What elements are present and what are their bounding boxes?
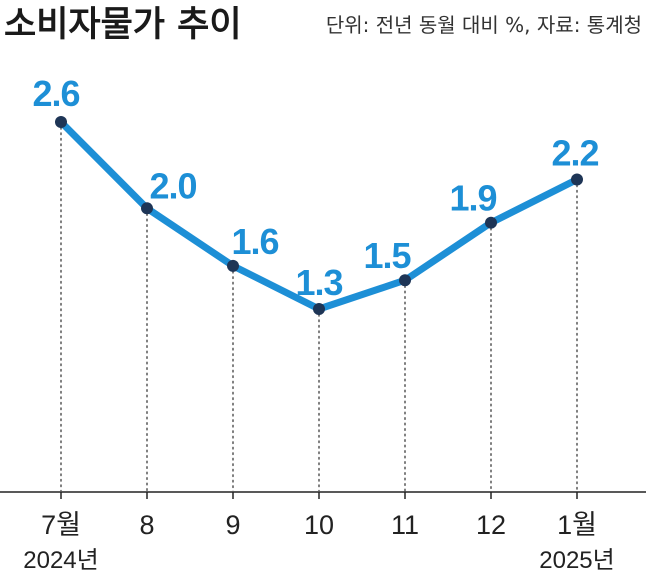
data-point [141,202,153,215]
x-tick-label: 7월 [41,510,81,540]
x-tick-label: 1월 [557,510,597,540]
data-label: 1.5 [363,235,411,276]
plot-area: 2.6 2.0 1.6 1.3 1.5 1.9 2.2 7월 8 9 10 11 12 1월 2024년 20… [0,73,646,574]
year-label: 2025년 [539,547,614,574]
data-label: 2.6 [32,73,79,114]
data-point [485,216,497,229]
x-tick-label: 9 [225,510,240,540]
data-label: 2.2 [551,133,598,174]
data-label: 1.9 [449,178,496,219]
data-point [55,116,67,128]
data-label: 2.0 [149,165,196,206]
data-point [313,303,325,315]
chart-title: 소비자물가 추이 [4,5,242,45]
unit-source-note: 단위: 전년 동월 대비 %, 자료: 통계청 [326,13,642,37]
data-point [227,259,239,272]
data-point [399,274,411,287]
x-tick-label: 8 [139,510,154,540]
year-label: 2024년 [23,547,98,574]
data-label: 1.3 [295,262,342,303]
data-label: 1.6 [231,221,278,262]
data-point [571,173,583,186]
x-tick-label: 12 [476,510,506,540]
x-tick-label: 10 [304,510,334,540]
x-tick-label: 11 [391,510,419,540]
